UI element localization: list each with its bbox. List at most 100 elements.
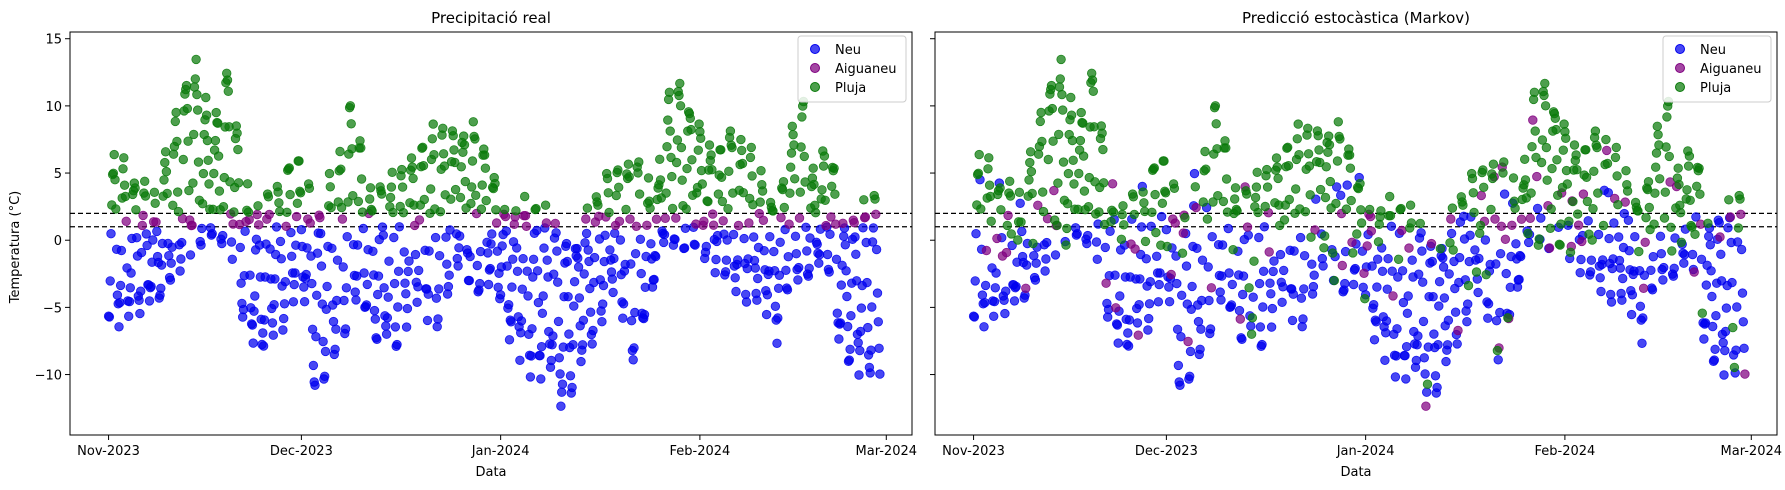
data-point <box>418 160 429 171</box>
data-point <box>471 190 481 201</box>
data-point <box>1371 317 1381 327</box>
x-tick-label: Mar-2024 <box>1721 444 1782 459</box>
data-point <box>1178 228 1189 238</box>
data-point <box>1476 190 1487 201</box>
data-point <box>159 175 169 185</box>
data-point <box>431 293 442 303</box>
data-point <box>1108 207 1119 217</box>
data-point <box>1490 214 1500 224</box>
data-point <box>165 275 176 285</box>
data-point <box>718 216 728 226</box>
data-point <box>316 228 326 239</box>
data-point <box>432 322 442 332</box>
data-point <box>1373 237 1384 247</box>
data-point <box>1638 283 1649 294</box>
data-point <box>202 135 213 146</box>
data-point <box>1384 191 1395 202</box>
data-point <box>193 157 204 167</box>
data-point <box>481 195 491 206</box>
data-point <box>859 195 869 205</box>
data-point <box>1340 278 1350 289</box>
data-point <box>515 355 525 366</box>
data-point <box>410 249 421 260</box>
data-point <box>651 251 661 262</box>
data-point <box>1184 371 1195 382</box>
data-point <box>1699 334 1709 344</box>
data-point <box>1132 318 1143 328</box>
data-point <box>1585 267 1596 277</box>
data-point <box>1215 287 1225 297</box>
data-point <box>1038 206 1049 217</box>
data-point <box>713 189 724 199</box>
data-point <box>1290 184 1301 194</box>
data-point <box>704 140 715 150</box>
data-point <box>703 196 713 207</box>
data-point <box>687 155 697 165</box>
data-point <box>608 287 618 298</box>
data-point <box>1155 268 1165 278</box>
data-point <box>814 258 824 268</box>
data-point <box>820 195 830 206</box>
data-point <box>796 142 806 152</box>
data-point <box>1372 254 1383 264</box>
data-point <box>1041 254 1051 264</box>
data-point <box>434 284 444 294</box>
data-point <box>1607 263 1618 274</box>
data-point <box>1723 223 1733 233</box>
data-point <box>315 212 325 223</box>
data-point <box>738 187 749 198</box>
data-point <box>1401 374 1411 384</box>
data-point <box>1262 182 1273 192</box>
data-point <box>1536 213 1546 223</box>
data-point <box>111 204 121 214</box>
data-point <box>181 80 192 91</box>
data-point <box>386 182 397 192</box>
data-point <box>1345 163 1356 173</box>
data-point <box>645 203 655 214</box>
data-point <box>501 226 512 236</box>
data-point <box>630 248 641 259</box>
data-point <box>381 329 392 339</box>
data-point <box>1691 181 1702 192</box>
legend: Neu Aiguaneu Pluja <box>797 35 907 103</box>
data-point <box>1541 142 1552 153</box>
data-point <box>1196 324 1206 334</box>
data-point <box>786 162 796 172</box>
data-point <box>512 243 522 253</box>
legend-label: Aiguaneu <box>1700 62 1761 77</box>
data-point <box>989 296 1000 307</box>
data-point <box>1257 339 1267 350</box>
data-point <box>1005 176 1015 187</box>
data-point <box>1654 174 1665 184</box>
data-point <box>1545 223 1556 234</box>
data-point <box>131 205 141 215</box>
data-point <box>322 281 332 292</box>
data-point <box>1170 218 1180 228</box>
data-point <box>184 185 194 196</box>
data-point <box>1434 277 1445 287</box>
data-point <box>1550 113 1561 124</box>
data-point <box>1356 218 1367 228</box>
data-point <box>670 234 680 245</box>
data-point <box>845 344 855 355</box>
data-point <box>1438 262 1449 272</box>
data-point <box>407 162 418 172</box>
data-point <box>1149 163 1160 173</box>
data-point <box>413 282 423 292</box>
data-point <box>365 183 376 193</box>
data-point <box>273 187 283 197</box>
data-point <box>172 136 182 147</box>
data-point <box>284 163 295 173</box>
data-point <box>1523 228 1533 239</box>
data-point <box>232 128 242 138</box>
data-point <box>1666 222 1676 233</box>
data-point <box>1210 101 1221 111</box>
data-point <box>1586 255 1597 265</box>
data-point <box>762 290 773 300</box>
data-point <box>621 204 631 215</box>
data-point <box>1074 168 1084 179</box>
data-point <box>1342 180 1352 190</box>
data-point <box>166 258 176 268</box>
data-point <box>1028 238 1038 249</box>
data-point <box>667 171 677 182</box>
